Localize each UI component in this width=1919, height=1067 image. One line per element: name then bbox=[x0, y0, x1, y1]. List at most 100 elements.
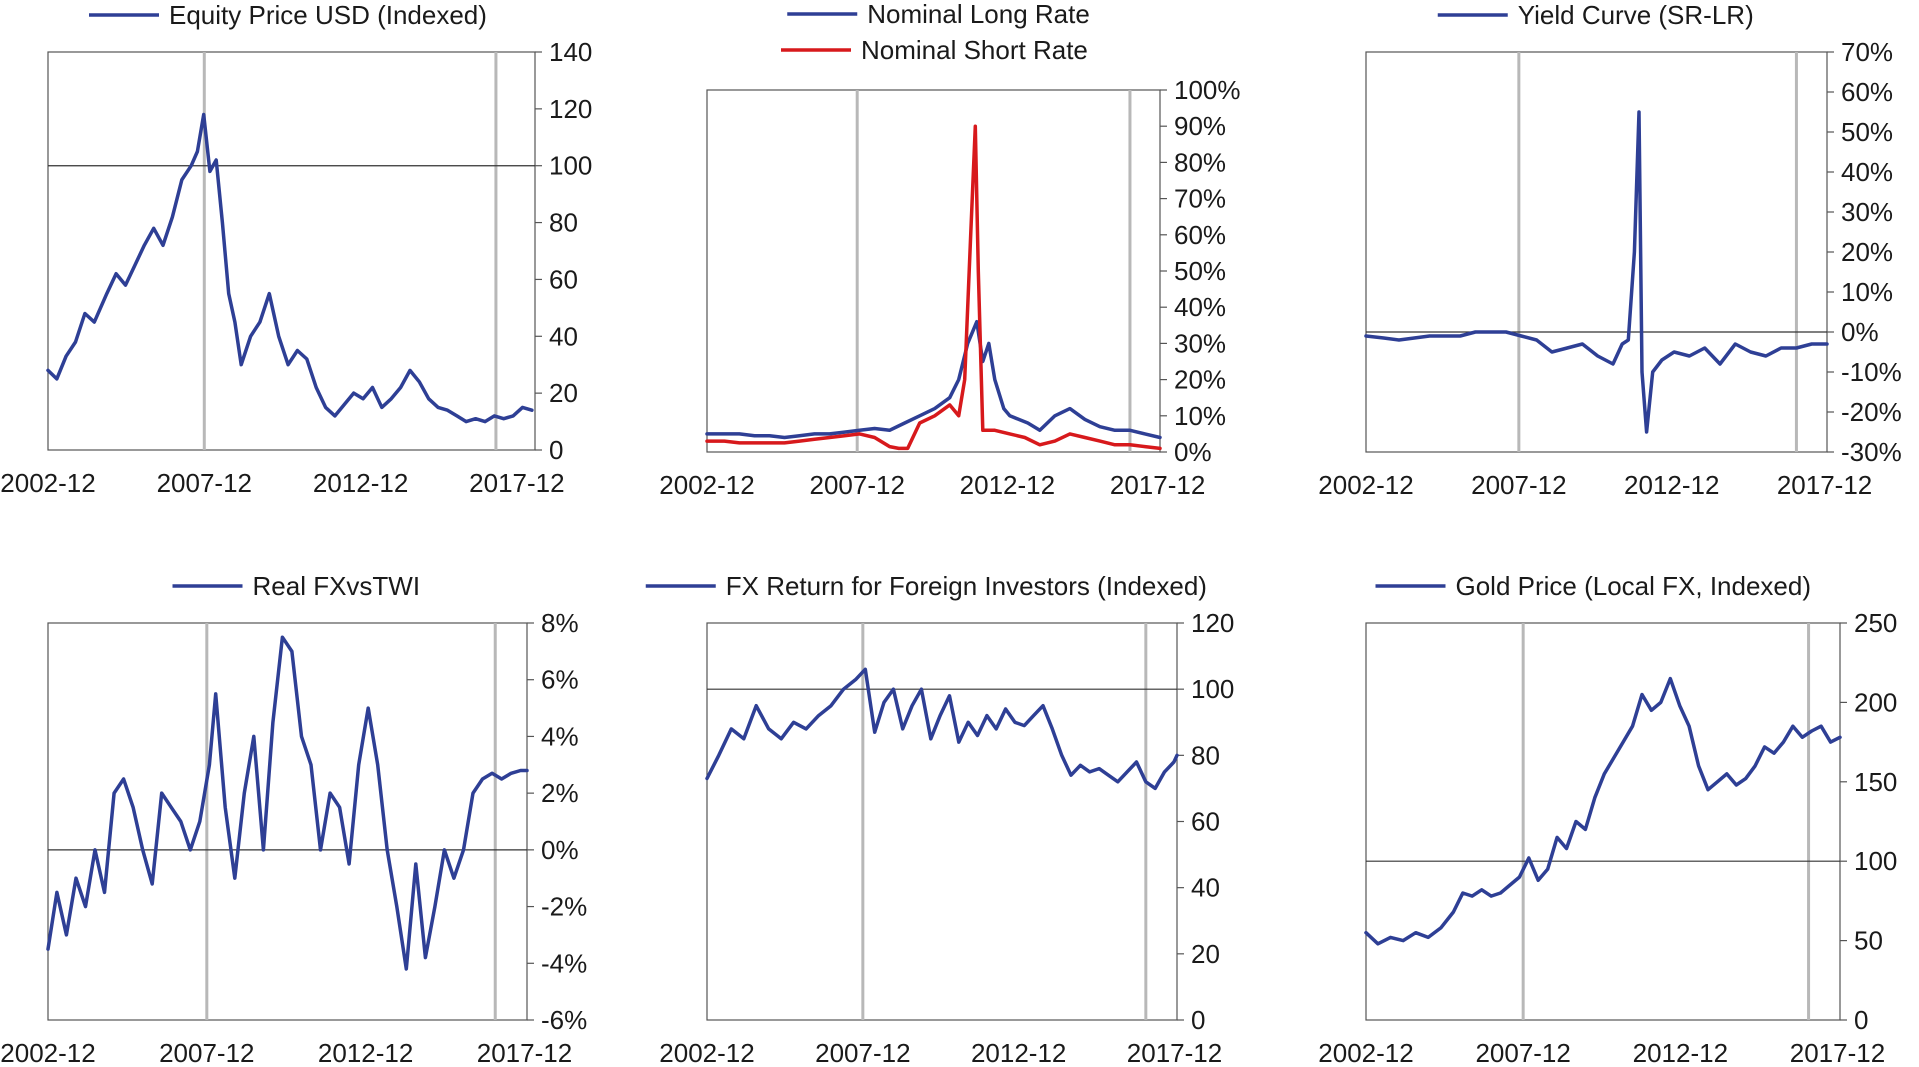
y-tick-label: 120 bbox=[549, 94, 592, 124]
y-tick-label: -30% bbox=[1841, 437, 1902, 467]
y-tick-label: 100 bbox=[1191, 674, 1234, 704]
x-tick-label: 2007-12 bbox=[157, 468, 252, 498]
plot-frame bbox=[1365, 622, 1841, 1021]
equity-price-chart: 0 20 40 60 80 100 120 140 2002-12 2007-12 2012-12 2… bbox=[0, 0, 592, 498]
y-tick-label: 30% bbox=[1174, 328, 1226, 358]
real-fx-chart: -6% -4% -2% 0% 2% 4% 6% 8% 2002-12 2007-12 2012-12… bbox=[0, 571, 587, 1067]
y-tick-label: 20 bbox=[1191, 939, 1220, 969]
y-tick-label: 90% bbox=[1174, 111, 1226, 141]
y-tick-label: 50% bbox=[1174, 256, 1226, 286]
y-tick-label: 100 bbox=[1854, 846, 1897, 876]
fx-return-chart: 0 20 40 60 80 100 120 2002-12 2007-12 2012-12 2017… bbox=[645, 571, 1234, 1067]
y-tick-label: 0% bbox=[1841, 317, 1879, 347]
y-tick-label: 10% bbox=[1841, 277, 1893, 307]
x-tick-label: 2017-12 bbox=[477, 1038, 572, 1067]
x-tick-label: 2017-12 bbox=[1777, 470, 1872, 500]
x-tick-label: 2012-12 bbox=[1633, 1038, 1728, 1067]
y-tick-label: 40% bbox=[1841, 157, 1893, 187]
x-tick-label: 2002-12 bbox=[1318, 470, 1413, 500]
y-tick-label: 150 bbox=[1854, 767, 1897, 797]
y-tick-label: 0 bbox=[1854, 1005, 1868, 1035]
plot-frame bbox=[706, 89, 1161, 453]
x-tick-label: 2017-12 bbox=[1790, 1038, 1885, 1067]
plot-frame bbox=[706, 622, 1178, 1021]
y-tick-label: 70% bbox=[1841, 37, 1893, 67]
plot-frame bbox=[47, 622, 528, 1021]
y-tick-label: 60% bbox=[1841, 77, 1893, 107]
y-tick-label: 60% bbox=[1174, 220, 1226, 250]
x-tick-label: 2007-12 bbox=[159, 1038, 254, 1067]
x-tick-label: 2012-12 bbox=[1624, 470, 1719, 500]
y-tick-label: 8% bbox=[541, 608, 579, 638]
x-tick-label: 2007-12 bbox=[809, 470, 904, 500]
legend-label: FX Return for Foreign Investors (Indexed… bbox=[726, 571, 1207, 601]
y-tick-label: 10% bbox=[1174, 401, 1226, 431]
y-tick-label: 40 bbox=[549, 321, 578, 351]
x-tick-label: 2002-12 bbox=[659, 470, 754, 500]
y-tick-label: -4% bbox=[541, 948, 587, 978]
series-line bbox=[705, 319, 1162, 440]
y-tick-label: 40 bbox=[1191, 873, 1220, 903]
y-tick-label: 100 bbox=[549, 151, 592, 181]
y-tick-label: 0 bbox=[549, 435, 563, 465]
y-tick-label: 2% bbox=[541, 778, 579, 808]
y-tick-label: 20% bbox=[1841, 237, 1893, 267]
y-tick-label: 20% bbox=[1174, 365, 1226, 395]
y-tick-label: 0% bbox=[1174, 437, 1212, 467]
gold-price-chart: 0 50 100 150 200 250 2002-12 2007-12 2012-12 2017… bbox=[1318, 571, 1897, 1067]
y-tick-label: 6% bbox=[541, 665, 579, 695]
yield-curve-chart: -30% -20% -10% 0% 10% 20% 30% 40% 50% 60% 70% 2002-… bbox=[1318, 0, 1901, 500]
y-tick-label: 60 bbox=[549, 264, 578, 294]
y-tick-label: -10% bbox=[1841, 357, 1902, 387]
y-tick-label: 50% bbox=[1841, 117, 1893, 147]
y-tick-label: 0 bbox=[1191, 1005, 1205, 1035]
legend-label: Nominal Long Rate bbox=[867, 0, 1090, 29]
x-tick-label: 2017-12 bbox=[469, 468, 564, 498]
series-line bbox=[705, 124, 1162, 451]
legend-label: Yield Curve (SR-LR) bbox=[1518, 0, 1754, 30]
legend-label: Equity Price USD (Indexed) bbox=[169, 0, 487, 30]
y-tick-label: 20 bbox=[549, 378, 578, 408]
x-tick-label: 2012-12 bbox=[971, 1038, 1066, 1067]
y-tick-label: 100% bbox=[1174, 75, 1241, 105]
nominal-rates-chart: 0% 10% 20% 30% 40% 50% 60% 70% 80% 90% 100% 2002-12… bbox=[659, 0, 1240, 500]
y-tick-label: 60 bbox=[1191, 807, 1220, 837]
x-tick-label: 2012-12 bbox=[318, 1038, 413, 1067]
x-tick-label: 2007-12 bbox=[815, 1038, 910, 1067]
y-tick-label: 50 bbox=[1854, 926, 1883, 956]
plot-frame bbox=[1365, 51, 1828, 453]
y-tick-label: 70% bbox=[1174, 184, 1226, 214]
x-tick-label: 2017-12 bbox=[1127, 1038, 1222, 1067]
plot-frame bbox=[47, 51, 536, 451]
y-tick-label: 4% bbox=[541, 721, 579, 751]
y-tick-label: 80 bbox=[1191, 740, 1220, 770]
y-tick-label: 200 bbox=[1854, 687, 1897, 717]
y-tick-label: 80% bbox=[1174, 147, 1226, 177]
y-tick-label: 0% bbox=[541, 835, 579, 865]
y-tick-label: 120 bbox=[1191, 608, 1234, 638]
y-tick-label: 140 bbox=[549, 37, 592, 67]
x-tick-label: 2017-12 bbox=[1110, 470, 1205, 500]
legend-label: Real FXvsTWI bbox=[253, 571, 421, 601]
x-tick-label: 2002-12 bbox=[1318, 1038, 1413, 1067]
y-tick-label: 250 bbox=[1854, 608, 1897, 638]
series-line bbox=[1364, 110, 1829, 434]
legend-label: Gold Price (Local FX, Indexed) bbox=[1456, 571, 1812, 601]
series-line bbox=[46, 112, 534, 424]
series-line bbox=[705, 667, 1179, 791]
y-tick-label: -6% bbox=[541, 1005, 587, 1035]
series-line bbox=[46, 635, 529, 971]
series-line bbox=[1364, 676, 1842, 946]
y-tick-label: -2% bbox=[541, 892, 587, 922]
x-tick-label: 2007-12 bbox=[1471, 470, 1566, 500]
y-tick-label: 30% bbox=[1841, 197, 1893, 227]
legend-label: Nominal Short Rate bbox=[861, 35, 1088, 65]
x-tick-label: 2002-12 bbox=[659, 1038, 754, 1067]
y-tick-label: 40% bbox=[1174, 292, 1226, 322]
x-tick-label: 2002-12 bbox=[0, 1038, 95, 1067]
x-tick-label: 2012-12 bbox=[960, 470, 1055, 500]
y-tick-label: -20% bbox=[1841, 397, 1902, 427]
y-tick-label: 80 bbox=[549, 208, 578, 238]
x-tick-label: 2002-12 bbox=[0, 468, 95, 498]
